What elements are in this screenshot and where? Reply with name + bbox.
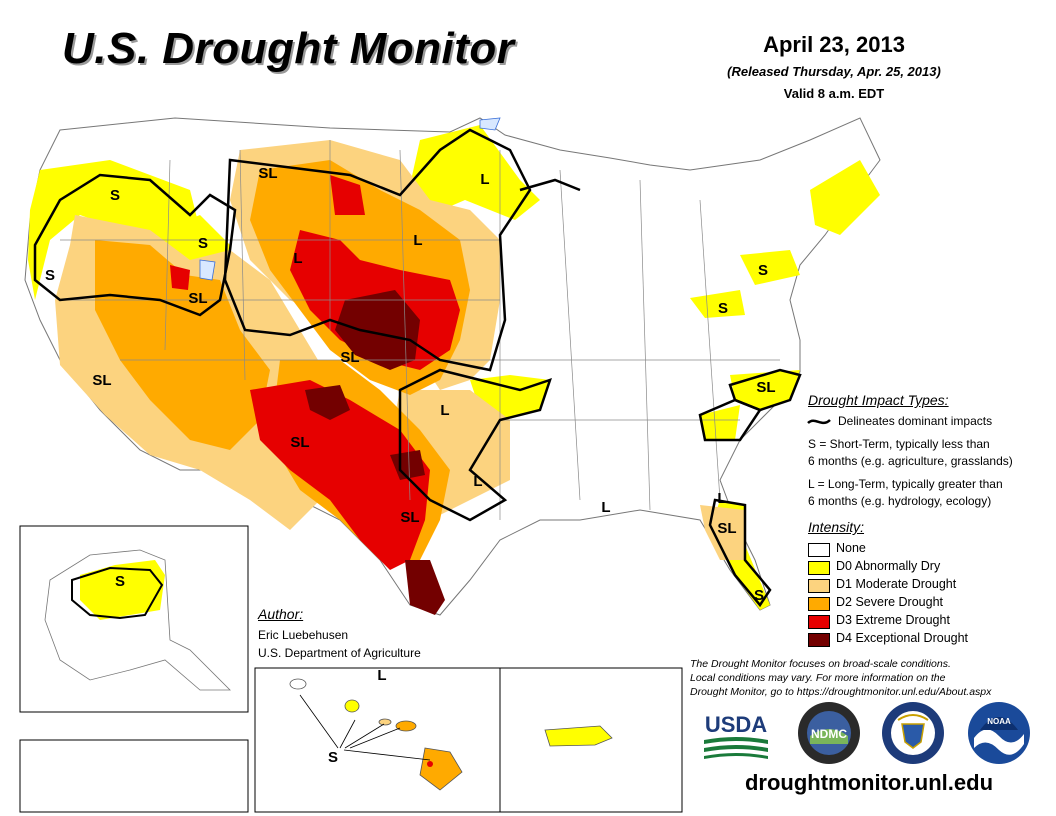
region-label-southwest: SL xyxy=(92,372,111,389)
legend-label: D2 Severe Drought xyxy=(836,595,944,609)
region-label-wyoming-colorado: L xyxy=(293,250,302,267)
impact-lines xyxy=(33,128,802,608)
long-term-line-1: L = Long-Term, typically greater than xyxy=(808,477,1003,491)
hawaii-inset-frame xyxy=(254,667,501,813)
region-label-georgia-coast: L xyxy=(717,490,726,507)
lakes xyxy=(199,117,501,281)
map-date: April 23, 2013 xyxy=(763,32,905,57)
legend-swatch xyxy=(808,543,830,557)
impact-types-heading: Drought Impact Types: xyxy=(808,392,949,408)
region-label-wisconsin-iowa: L xyxy=(413,232,422,249)
aleutian-inset-frame xyxy=(19,739,249,813)
release-date: (Released Thursday, Apr. 25, 2013) xyxy=(727,64,941,79)
usda-logo: USDA xyxy=(704,712,768,759)
impact-line-label: Delineates dominant impacts xyxy=(838,414,993,428)
region-label-idaho-montana: S xyxy=(198,235,208,252)
alaska-d0 xyxy=(80,560,165,620)
d4-regions xyxy=(305,290,445,615)
short-term-line-2: 6 months (e.g. agriculture, grasslands) xyxy=(808,454,1013,468)
author-org: U.S. Department of Agriculture xyxy=(258,646,421,660)
region-label-florida-north: SL xyxy=(717,520,736,537)
commerce-seal xyxy=(882,702,944,764)
region-label-montana-north: SL xyxy=(258,165,277,182)
noaa-logo-text: NOAA xyxy=(987,717,1011,726)
hawaii-islands xyxy=(289,678,463,791)
map-title: U.S. Drought Monitor xyxy=(62,24,515,73)
puerto-rico-outline xyxy=(544,725,613,747)
region-label-south-texas: SL xyxy=(400,509,419,526)
long-term-line-2: 6 months (e.g. hydrology, ecology) xyxy=(808,494,992,508)
note-line: The Drought Monitor focuses on broad-sca… xyxy=(690,658,951,670)
legend-swatch xyxy=(808,561,830,575)
note-line: Local conditions may vary. For more info… xyxy=(690,672,946,684)
legend-swatch xyxy=(808,615,830,629)
legend-label: D0 Abnormally Dry xyxy=(836,559,941,573)
region-label-nevada-utah: SL xyxy=(188,290,207,307)
legend-label: D4 Exceptional Drought xyxy=(836,631,969,645)
impact-line-sample xyxy=(807,419,831,425)
valid-time: Valid 8 a.m. EDT xyxy=(783,86,885,101)
region-label-california-north-coast: S xyxy=(45,267,55,284)
legend-swatch xyxy=(808,597,830,611)
website-url[interactable]: droughtmonitor.unl.edu xyxy=(744,770,994,795)
author-name: Eric Luebehusen xyxy=(258,628,349,642)
legend-label: D3 Extreme Drought xyxy=(836,613,950,627)
author-heading: Author: xyxy=(258,606,304,622)
intensity-heading: Intensity: xyxy=(808,519,865,535)
short-term-line-1: S = Short-Term, typically less than xyxy=(808,437,990,451)
alaska-impact-line xyxy=(71,566,164,620)
region-label-louisiana: L xyxy=(473,473,482,490)
region-label-hawaii: S xyxy=(328,749,338,766)
state-lines xyxy=(60,140,780,520)
legend-swatch xyxy=(808,633,830,647)
region-label-arkansas-oklahoma: L xyxy=(440,402,449,419)
ndmc-logo-text: NDMC xyxy=(811,727,847,741)
region-label-gulf-coast: L xyxy=(601,499,610,516)
region-label-north-carolina: SL xyxy=(756,379,775,396)
legend-label: None xyxy=(836,541,866,555)
region-label-kansas: SL xyxy=(340,349,359,366)
noaa-logo: NOAA xyxy=(968,702,1030,764)
region-label-virginia: S xyxy=(718,300,728,317)
info-note: The Drought Monitor focuses on broad-sca… xyxy=(690,657,1042,699)
legend-swatch xyxy=(808,579,830,593)
ndmc-logo: NDMC xyxy=(798,702,860,764)
region-label-new-mexico-texas: SL xyxy=(290,434,309,451)
region-label-alaska: S xyxy=(115,573,125,590)
region-label-minnesota: L xyxy=(480,171,489,188)
region-label-hawaii-north: L xyxy=(377,667,386,684)
note-line[interactable]: Drought Monitor, go to https://droughtmo… xyxy=(690,686,992,698)
legend-label: D1 Moderate Drought xyxy=(836,577,957,591)
usda-logo-text: USDA xyxy=(705,712,767,737)
region-label-pennsylvania: S xyxy=(758,262,768,279)
region-label-florida-south: S xyxy=(754,587,764,604)
region-label-washington-oregon: S xyxy=(110,187,120,204)
